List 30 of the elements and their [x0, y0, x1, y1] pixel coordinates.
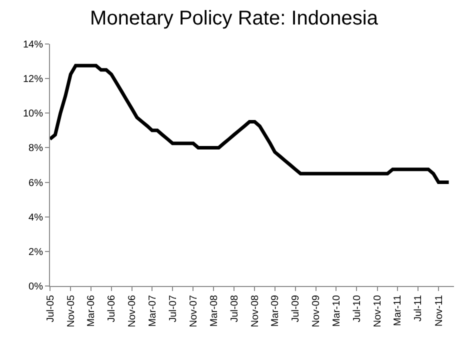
y-tick-label: 14% [22, 40, 44, 50]
x-tick-label: Jul-09 [290, 294, 302, 322]
y-tick-label: 0% [28, 282, 44, 292]
x-tick-label: Jul-06 [106, 294, 118, 322]
x-tick-label: Jul-08 [229, 294, 240, 322]
x-tick-label: Jul-05 [45, 294, 56, 322]
x-tick-label: Mar-06 [86, 294, 98, 327]
x-tick-label: Jul-11 [413, 294, 424, 322]
x-tick-label: Mar-08 [208, 294, 220, 327]
x-tick-label: Mar-09 [270, 294, 282, 327]
x-tick-label: Nov-09 [311, 294, 322, 328]
y-tick-label: 12% [22, 74, 44, 86]
y-tick-label: 4% [28, 212, 44, 224]
y-tick-label: 10% [22, 108, 44, 120]
chart-title: Monetary Policy Rate: Indonesia [90, 7, 379, 30]
x-tick-label: Nov-08 [250, 294, 261, 328]
x-tick-label: Mar-07 [147, 294, 158, 327]
x-tick-label: Nov-10 [372, 294, 384, 328]
x-tick-label: Nov-06 [127, 294, 138, 328]
x-tick-label: Nov-07 [188, 294, 200, 328]
x-tick-label: Nov-05 [66, 294, 77, 328]
x-tick-label: Mar-10 [331, 294, 342, 327]
y-tick-label: 8% [28, 143, 44, 154]
x-tick-label: Jul-07 [168, 294, 179, 322]
line-series [50, 64, 451, 184]
x-tick-label: Jul-10 [352, 294, 363, 322]
y-tick-label: 6% [28, 178, 44, 189]
x-tick-label: Nov-11 [434, 294, 445, 326]
x-tick-label: Mar-11 [392, 294, 404, 326]
y-tick-label: 2% [28, 246, 44, 258]
